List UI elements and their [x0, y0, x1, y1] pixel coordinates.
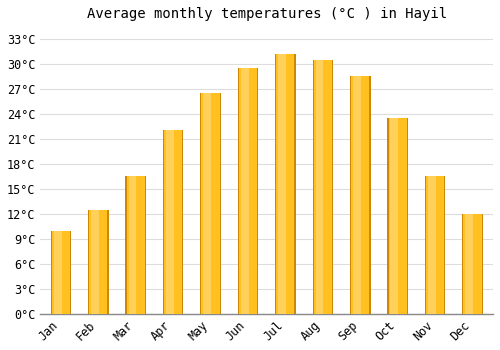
Bar: [388, 118, 408, 314]
Bar: [91, 210, 99, 314]
Bar: [204, 93, 211, 314]
Bar: [353, 76, 361, 314]
Bar: [164, 131, 182, 314]
Bar: [312, 60, 333, 314]
Bar: [462, 214, 483, 314]
Bar: [351, 76, 370, 314]
Bar: [202, 93, 220, 314]
Bar: [241, 68, 248, 314]
Bar: [426, 176, 444, 314]
Bar: [128, 176, 136, 314]
Bar: [466, 214, 473, 314]
Bar: [88, 210, 108, 314]
Bar: [166, 131, 174, 314]
Bar: [388, 118, 406, 314]
Bar: [126, 176, 145, 314]
Bar: [200, 93, 221, 314]
Bar: [126, 176, 146, 314]
Bar: [50, 231, 71, 314]
Bar: [54, 231, 62, 314]
Bar: [89, 210, 108, 314]
Bar: [239, 68, 257, 314]
Bar: [52, 231, 70, 314]
Bar: [276, 54, 294, 314]
Title: Average monthly temperatures (°C ) in Hayil: Average monthly temperatures (°C ) in Ha…: [86, 7, 446, 21]
Bar: [316, 60, 324, 314]
Bar: [390, 118, 398, 314]
Bar: [275, 54, 295, 314]
Bar: [314, 60, 332, 314]
Bar: [350, 76, 370, 314]
Bar: [278, 54, 286, 314]
Bar: [428, 176, 436, 314]
Bar: [464, 214, 481, 314]
Bar: [163, 131, 184, 314]
Bar: [238, 68, 258, 314]
Bar: [425, 176, 446, 314]
